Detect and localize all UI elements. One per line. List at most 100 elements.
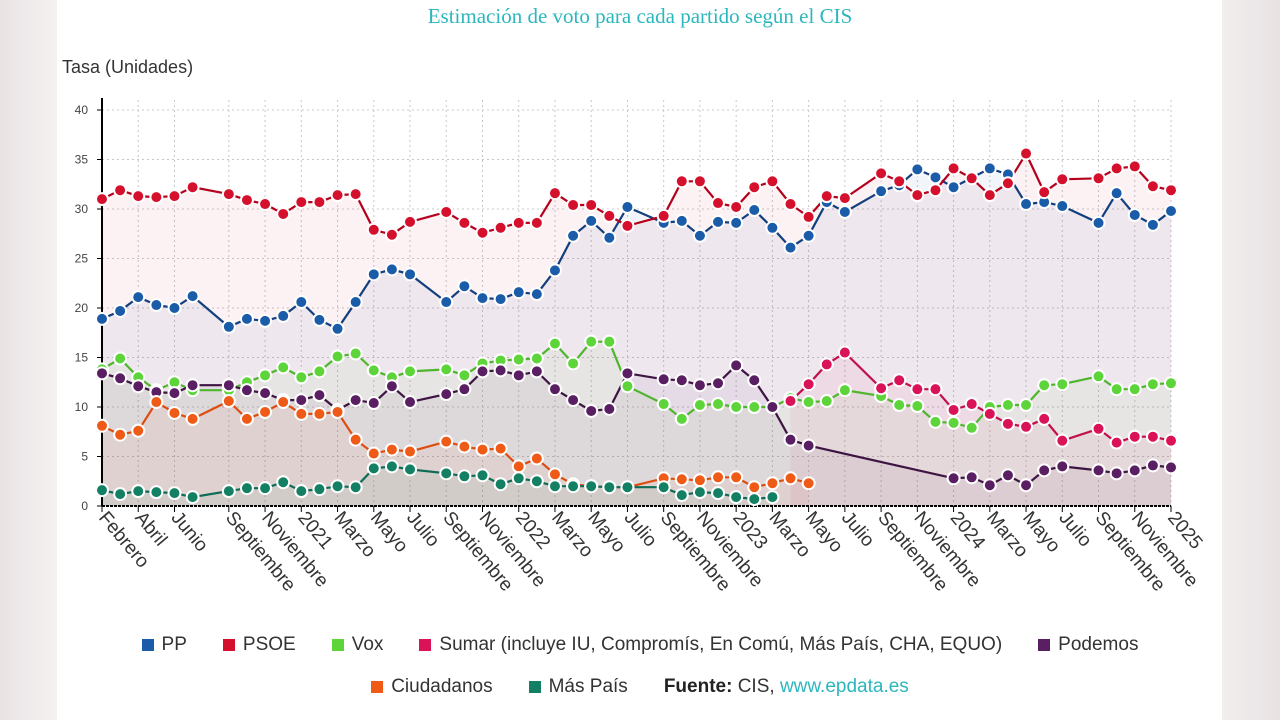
data-point xyxy=(294,295,309,310)
data-point xyxy=(439,362,454,377)
data-point xyxy=(547,479,562,494)
data-point xyxy=(348,295,363,310)
legend-label: Sumar (incluye IU, Compromís, En Comú, M… xyxy=(439,634,1003,655)
data-point xyxy=(511,352,526,367)
series-area-0 xyxy=(102,168,1171,506)
data-point xyxy=(1127,159,1142,174)
data-point xyxy=(312,195,327,210)
legend-item[interactable]: Sumar (incluye IU, Compromís, En Comú, M… xyxy=(419,634,1002,656)
data-point xyxy=(747,400,762,414)
data-point xyxy=(674,488,689,503)
data-point xyxy=(602,208,617,223)
data-point xyxy=(348,187,363,202)
data-point xyxy=(167,486,182,501)
data-point xyxy=(783,471,798,486)
data-point xyxy=(403,444,418,459)
data-point xyxy=(547,467,562,482)
data-point xyxy=(910,382,925,397)
data-point xyxy=(294,484,309,499)
data-point xyxy=(602,334,617,349)
data-point xyxy=(584,479,599,494)
data-point xyxy=(566,228,581,243)
data-point xyxy=(711,397,726,412)
data-point xyxy=(584,213,599,228)
data-point xyxy=(656,372,671,387)
data-point xyxy=(1091,215,1106,230)
data-point xyxy=(765,174,780,189)
data-point xyxy=(711,214,726,229)
data-point xyxy=(566,356,581,371)
data-point xyxy=(801,377,816,392)
data-point xyxy=(113,351,128,366)
data-point xyxy=(692,398,707,413)
legend-item[interactable]: PSOE xyxy=(222,634,296,656)
data-point xyxy=(185,289,200,304)
data-point xyxy=(366,461,381,476)
data-point xyxy=(1019,419,1034,434)
data-point xyxy=(276,308,291,323)
data-point xyxy=(221,319,236,334)
data-point xyxy=(403,364,418,379)
data-point xyxy=(566,393,581,408)
source-link[interactable]: www.epdata.es xyxy=(779,676,909,697)
data-point xyxy=(258,404,273,419)
legend-row-1: PP PSOE Vox Sumar (incluye IU, Compromís, E… xyxy=(0,634,1280,656)
data-point xyxy=(982,478,997,493)
data-point xyxy=(167,386,182,401)
data-point xyxy=(1164,203,1178,218)
data-point xyxy=(113,183,128,198)
data-point xyxy=(964,420,979,435)
data-point xyxy=(656,397,671,412)
data-point xyxy=(765,220,780,235)
data-point xyxy=(928,183,943,198)
data-point xyxy=(457,469,472,484)
data-point xyxy=(457,382,472,397)
data-point xyxy=(529,287,544,302)
data-point xyxy=(1109,161,1124,176)
legend-item[interactable]: Podemos xyxy=(1038,634,1138,656)
data-point xyxy=(258,368,273,383)
data-point xyxy=(1164,460,1178,475)
data-point xyxy=(493,220,508,235)
data-point xyxy=(95,311,109,326)
legend-item[interactable]: Ciudadanos xyxy=(371,676,493,698)
data-point xyxy=(602,230,617,245)
data-point xyxy=(747,480,762,495)
legend-label: PP xyxy=(161,634,187,655)
data-point xyxy=(529,215,544,230)
data-point xyxy=(620,480,635,495)
data-point xyxy=(475,364,490,379)
data-point xyxy=(294,406,309,421)
chart-title: Estimación de voto para cada partido seg… xyxy=(427,4,853,28)
data-point xyxy=(783,197,798,212)
data-point xyxy=(493,441,508,456)
data-point xyxy=(1055,433,1070,448)
data-point xyxy=(1127,429,1142,444)
data-point xyxy=(366,222,381,237)
data-point xyxy=(475,225,490,240)
data-point xyxy=(1055,199,1070,214)
data-point xyxy=(837,191,852,206)
legend-row-2: Ciudadanos Más País Fuente: CIS, www.epda… xyxy=(0,676,1280,698)
data-point xyxy=(366,267,381,282)
data-point xyxy=(674,411,689,426)
data-point xyxy=(366,446,381,461)
data-point xyxy=(457,368,472,383)
data-point xyxy=(1019,197,1034,212)
legend-item[interactable]: Vox xyxy=(331,634,383,656)
y-tick-label: 35 xyxy=(75,153,89,167)
data-point xyxy=(964,397,979,412)
data-point xyxy=(312,312,327,327)
data-point xyxy=(1000,416,1015,431)
legend-item[interactable]: PP xyxy=(141,634,187,656)
data-point xyxy=(964,470,979,485)
legend-label: Más País xyxy=(548,676,628,697)
data-point xyxy=(239,311,254,326)
data-point xyxy=(131,290,146,305)
data-point xyxy=(1000,398,1015,413)
legend-item[interactable]: Más País xyxy=(528,676,628,698)
data-point xyxy=(711,486,726,501)
data-point xyxy=(149,190,164,205)
source-name: CIS, xyxy=(737,676,775,697)
data-point xyxy=(1000,176,1015,191)
